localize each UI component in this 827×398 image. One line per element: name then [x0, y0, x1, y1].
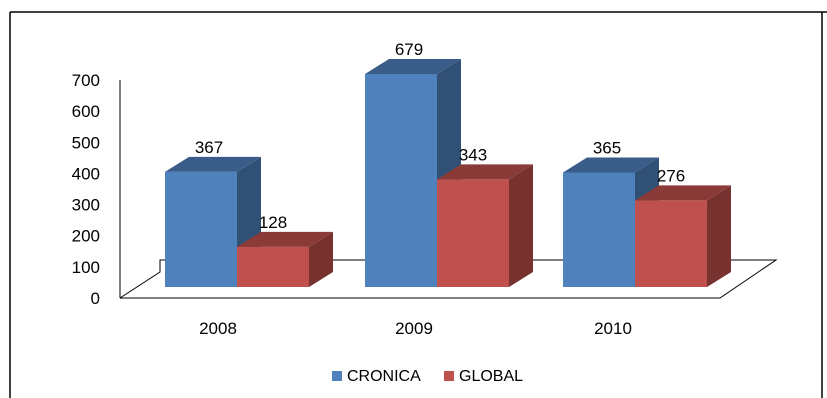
bar-top-face — [437, 164, 533, 180]
y-tick-label: 100 — [72, 258, 100, 277]
x-axis-categories: 2008 2009 2010 — [199, 319, 632, 338]
y-tick-label: 300 — [72, 196, 100, 215]
plot-bars — [165, 59, 731, 287]
bar-side-face — [707, 185, 731, 287]
data-labels: 367 128 679 343 365 276 — [195, 40, 685, 232]
y-tick-label: 600 — [72, 102, 100, 121]
bar-front-face — [635, 200, 707, 287]
legend: CRONICA GLOBAL — [332, 368, 523, 385]
legend-swatch — [444, 371, 454, 381]
bar-top-face — [165, 156, 261, 172]
x-category-label: 2008 — [199, 319, 237, 338]
y-axis-ticks: 0 100 200 300 400 500 600 700 — [72, 71, 100, 308]
data-label: 367 — [195, 138, 223, 157]
bar-top-face — [237, 231, 333, 247]
data-label: 128 — [259, 213, 287, 232]
bar-front-face — [563, 172, 635, 287]
y-tick-label: 400 — [72, 164, 100, 183]
bar-top-face — [635, 185, 731, 201]
data-label: 343 — [459, 145, 487, 164]
bar-side-face — [309, 231, 333, 287]
bar-global-2009 — [437, 164, 533, 287]
bar-top-face — [365, 59, 461, 74]
y-tick-label: 0 — [91, 289, 100, 308]
y-tick-label: 700 — [72, 71, 100, 90]
bar-global-2010 — [635, 185, 731, 287]
legend-swatch — [332, 371, 342, 381]
legend-label: CRONICA — [347, 368, 421, 385]
y-tick-label: 200 — [72, 227, 100, 246]
legend-label: GLOBAL — [459, 368, 523, 385]
bar-global-2008 — [237, 231, 333, 287]
bar-side-face — [509, 164, 533, 287]
data-label: 365 — [593, 139, 621, 158]
bar-front-face — [165, 171, 237, 287]
x-category-label: 2009 — [395, 319, 433, 338]
data-label: 679 — [395, 40, 423, 59]
y-tick-label: 500 — [72, 133, 100, 152]
bar-front-face — [365, 74, 437, 287]
bar-top-face — [563, 157, 659, 173]
bar-front-face — [237, 246, 309, 287]
data-label: 276 — [657, 166, 685, 185]
bar-front-face — [437, 179, 509, 287]
x-category-label: 2010 — [594, 319, 632, 338]
